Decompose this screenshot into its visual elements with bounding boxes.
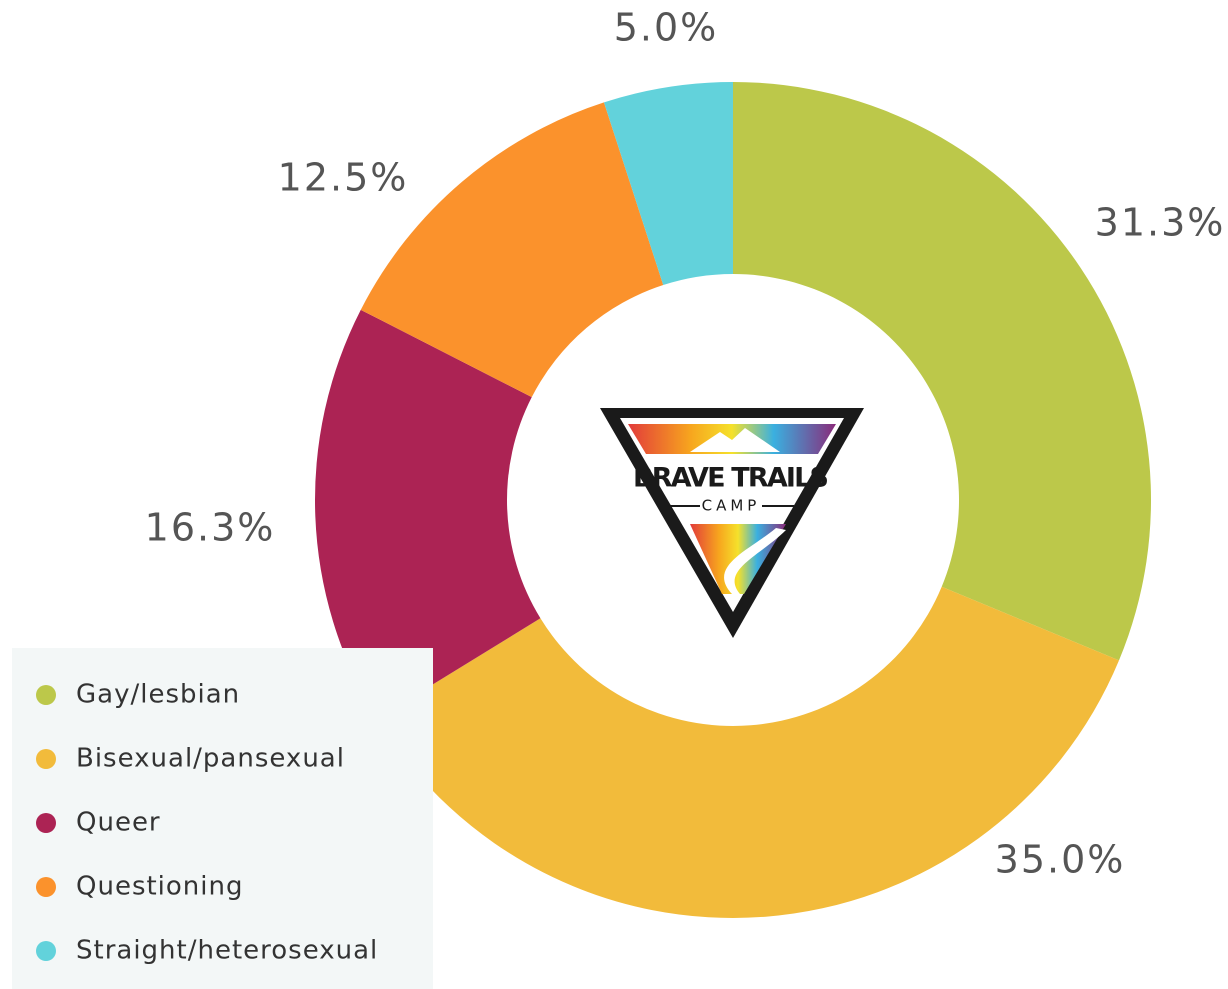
- legend: Gay/lesbian Bisexual/pansexual Queer Questi…: [36, 680, 378, 966]
- logo-trail: [724, 528, 786, 594]
- logo-band: [628, 424, 836, 454]
- slice: [360, 102, 664, 398]
- slices: [314, 82, 1151, 918]
- legend-label: Bisexual/pansexual: [76, 744, 345, 774]
- logo-subtitle: CAMP: [702, 497, 761, 515]
- logo: BRAVE TRAILS CAMP: [600, 408, 864, 638]
- legend-swatch: [36, 877, 56, 897]
- logo-inner: [620, 418, 844, 612]
- data-label: 16.3%: [145, 506, 276, 550]
- slice: [376, 586, 1119, 918]
- legend-swatch: [36, 685, 56, 705]
- slice: [314, 309, 541, 719]
- data-label: 31.3%: [1095, 201, 1226, 245]
- legend-label: Gay/lesbian: [76, 680, 240, 710]
- data-label: 5.0%: [614, 6, 719, 50]
- logo-title: BRAVE TRAILS: [633, 463, 829, 494]
- data-label: 12.5%: [278, 156, 409, 200]
- slice: [603, 82, 733, 286]
- legend-label: Questioning: [76, 872, 244, 902]
- slice: [733, 82, 1151, 661]
- legend-swatch: [36, 813, 56, 833]
- legend-label: Straight/heterosexual: [76, 936, 378, 966]
- legend-swatch: [36, 749, 56, 769]
- legend-swatch: [36, 941, 56, 961]
- logo-mountain: [690, 428, 780, 452]
- data-label: 35.0%: [995, 838, 1126, 882]
- legend-box: [12, 648, 433, 989]
- legend-label: Queer: [76, 808, 161, 838]
